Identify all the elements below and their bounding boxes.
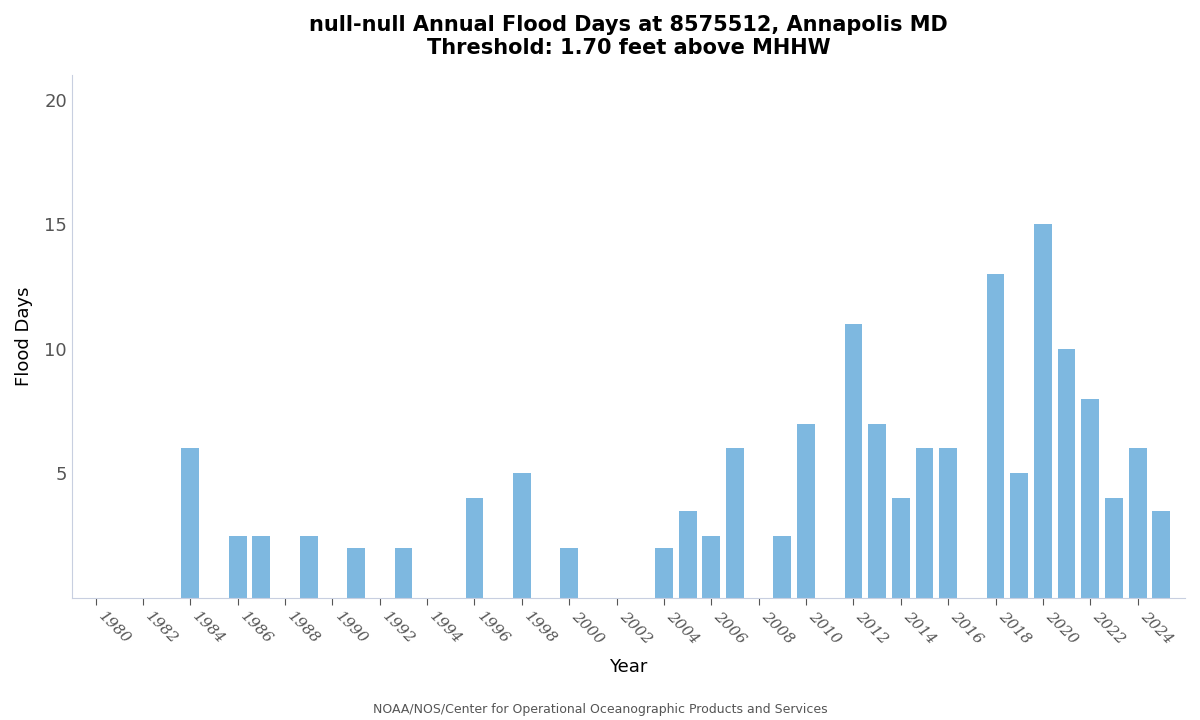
Bar	[869, 423, 886, 598]
Bar	[679, 510, 696, 598]
Bar	[986, 274, 1004, 598]
Bar	[181, 449, 199, 598]
Bar	[845, 324, 863, 598]
Bar	[726, 449, 744, 598]
Bar	[892, 498, 910, 598]
Bar	[940, 449, 958, 598]
Bar	[797, 423, 815, 598]
Bar	[1081, 399, 1099, 598]
Bar	[1105, 498, 1123, 598]
Bar	[1129, 449, 1146, 598]
Title: null-null Annual Flood Days at 8575512, Annapolis MD
Threshold: 1.70 feet above : null-null Annual Flood Days at 8575512, …	[310, 15, 948, 58]
Bar	[702, 536, 720, 598]
Bar	[229, 536, 246, 598]
Bar	[560, 548, 578, 598]
Text: NOAA/NOS/Center for Operational Oceanographic Products and Services: NOAA/NOS/Center for Operational Oceanogr…	[373, 703, 827, 716]
Y-axis label: Flood Days: Flood Days	[14, 287, 34, 386]
Bar	[395, 548, 413, 598]
Bar	[1034, 225, 1051, 598]
Bar	[512, 473, 530, 598]
X-axis label: Year: Year	[610, 658, 648, 676]
Bar	[347, 548, 365, 598]
Bar	[1010, 473, 1028, 598]
Bar	[1057, 349, 1075, 598]
Bar	[1152, 510, 1170, 598]
Bar	[916, 449, 934, 598]
Bar	[300, 536, 318, 598]
Bar	[252, 536, 270, 598]
Bar	[655, 548, 673, 598]
Bar	[466, 498, 484, 598]
Bar	[774, 536, 791, 598]
